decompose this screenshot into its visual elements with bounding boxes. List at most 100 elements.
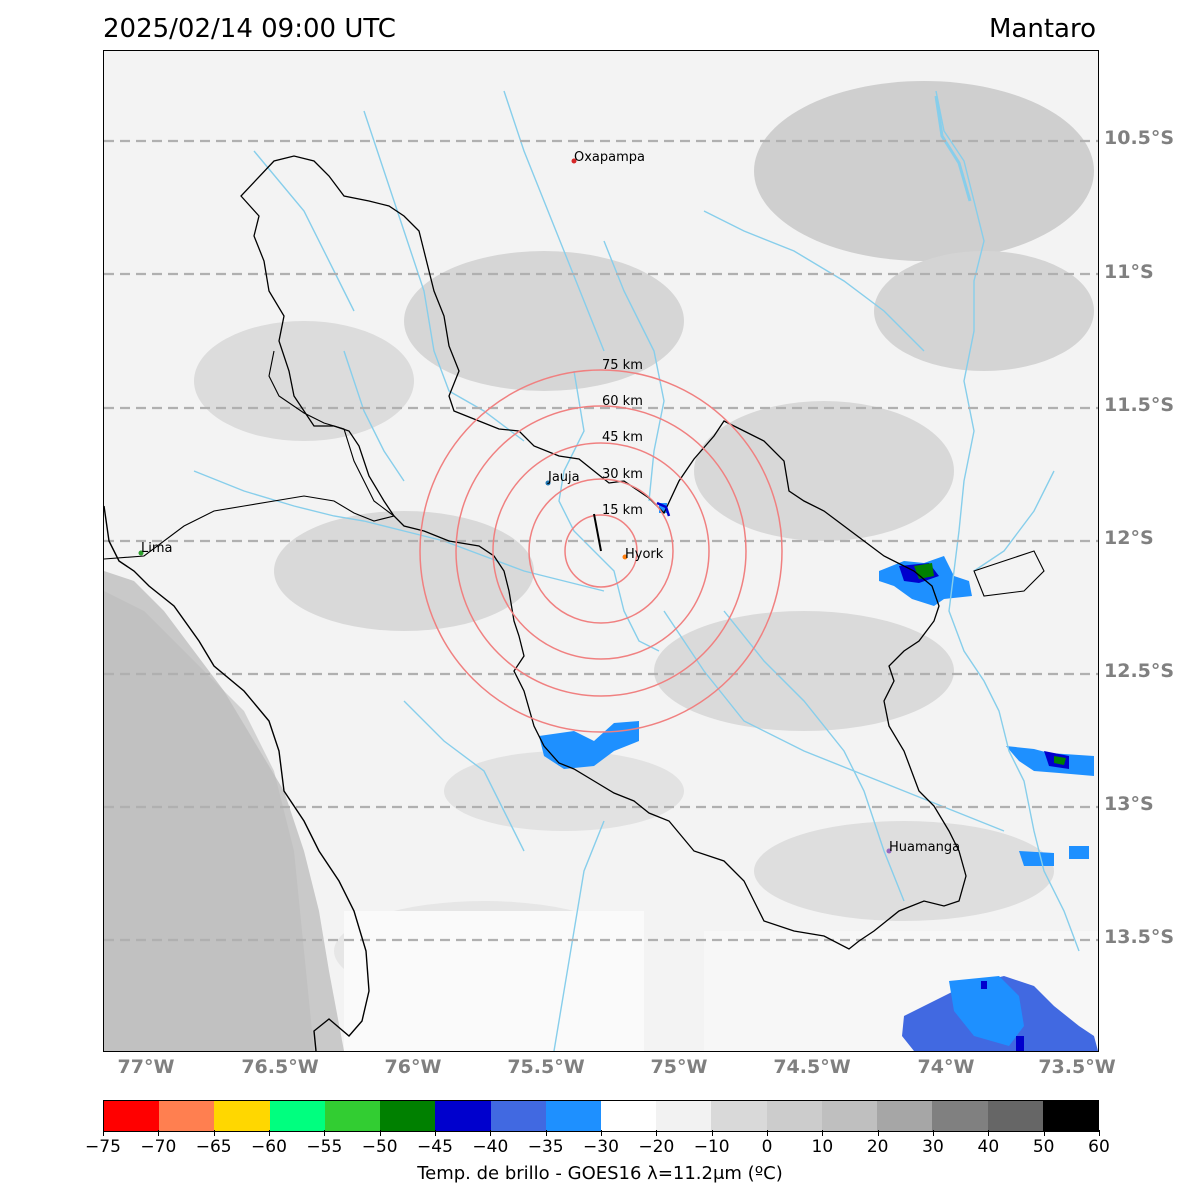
lat-label-10-5: 10.5°S — [1104, 127, 1175, 149]
colorbar-swatch — [711, 1101, 767, 1131]
colorbar-swatch — [766, 1101, 822, 1131]
colorbar-tick-mark — [877, 1130, 879, 1136]
colorbar-tick-mark — [545, 1130, 547, 1136]
lon-label-76: 76°W — [384, 1056, 442, 1078]
lon-label-75: 75°W — [650, 1056, 708, 1078]
ring-label-60: 60 km — [602, 394, 643, 409]
colorbar-tick-label: −30 — [583, 1137, 619, 1157]
basin-title: Mantaro — [989, 14, 1096, 44]
city-marker-huamanga — [886, 848, 892, 854]
coastline — [104, 505, 370, 1051]
lon-label-77: 77°W — [117, 1056, 175, 1078]
ring-label-15: 15 km — [602, 503, 643, 518]
colorbar-swatch — [1042, 1101, 1098, 1131]
city-label-lima: Lima — [141, 541, 172, 556]
colorbar-tick-mark — [324, 1130, 326, 1136]
ring-label-75: 75 km — [602, 358, 643, 373]
colorbar-tick-label: 40 — [977, 1137, 1000, 1157]
colorbar-tick-label: 30 — [922, 1137, 944, 1157]
colorbar-tick-mark — [822, 1130, 824, 1136]
colorbar-tick-label: −35 — [527, 1137, 564, 1157]
lon-label-73-5: 73.5°W — [1038, 1056, 1116, 1078]
city-label-oxapampa: Oxapampa — [574, 150, 645, 165]
jet-marker — [656, 501, 671, 517]
colorbar-tick-label: −50 — [361, 1137, 398, 1157]
colorbar-tick-mark — [269, 1130, 270, 1136]
city-marker-jauja — [545, 480, 551, 486]
lon-label-76-5: 76.5°W — [241, 1056, 319, 1078]
lon-label-75-5: 75.5°W — [507, 1056, 585, 1078]
colorbar-swatch — [656, 1101, 712, 1131]
datetime-title: 2025/02/14 09:00 UTC — [103, 14, 396, 44]
satellite-map: 15 km 30 km 45 km 60 km 75 km Oxapampa J… — [103, 50, 1099, 1052]
colorbar-tick-mark — [656, 1130, 658, 1136]
lat-label-11-5: 11.5°S — [1104, 394, 1175, 416]
ring-label-45: 45 km — [602, 430, 643, 445]
colorbar-swatch — [324, 1101, 381, 1131]
lat-label-12-5: 12.5°S — [1104, 660, 1175, 682]
colorbar-tick-mark — [103, 1130, 104, 1136]
colorbar-swatch — [932, 1101, 988, 1131]
colorbar-tick-mark — [767, 1130, 768, 1136]
lon-label-74: 74°W — [917, 1056, 975, 1078]
colorbar-tick-mark — [1043, 1130, 1045, 1136]
colorbar-swatch — [380, 1101, 436, 1131]
city-label-hyork: Hyork — [625, 547, 664, 562]
colorbar-tick-label: −60 — [251, 1137, 287, 1157]
city-label-jauja: Jauja — [547, 470, 580, 485]
colorbar-tick-label: −55 — [306, 1137, 343, 1157]
convective-cells — [539, 503, 1098, 1051]
city-marker-hyork — [622, 554, 628, 560]
department-boundary-2 — [973, 550, 1045, 597]
colorbar-tick-mark — [490, 1130, 492, 1136]
lon-label-74-5: 74.5°W — [773, 1056, 851, 1078]
colorbar-swatch — [435, 1101, 491, 1131]
colorbar-swatch — [600, 1101, 657, 1131]
colorbar-tick-label: −45 — [417, 1137, 453, 1157]
colorbar-swatch — [214, 1101, 270, 1131]
colorbar-tick-mark — [158, 1130, 160, 1136]
colorbar-tick-mark — [601, 1130, 602, 1136]
ring-label-30: 30 km — [602, 467, 643, 482]
lat-label-12: 12°S — [1104, 527, 1154, 549]
colorbar-tick-label: −65 — [195, 1137, 232, 1157]
city-marker-lima — [138, 550, 144, 556]
colorbar-tick-label: 20 — [866, 1137, 889, 1157]
colorbar — [103, 1100, 1099, 1132]
colorbar-swatch — [490, 1101, 546, 1131]
city-markers: Oxapampa Jauja Hyork Lima Huamanga — [138, 150, 960, 855]
colorbar-tick-mark — [933, 1130, 934, 1136]
colorbar-tick-label: 10 — [811, 1137, 834, 1157]
colorbar-tick-label: −20 — [638, 1137, 675, 1157]
colorbar-tick-label: 60 — [1088, 1137, 1110, 1157]
colorbar-tick-label: −75 — [85, 1137, 121, 1157]
latitude-gridlines — [104, 139, 1098, 942]
colorbar-tick-label: 50 — [1032, 1137, 1055, 1157]
colorbar-swatch — [159, 1101, 215, 1131]
lat-label-13-5: 13.5°S — [1104, 926, 1175, 948]
colorbar-tick-mark — [988, 1130, 990, 1136]
colorbar-tick-label: 0 — [761, 1137, 773, 1157]
colorbar-tick-mark — [1099, 1130, 1100, 1136]
colorbar-title: Temp. de brillo - GOES16 λ=11.2μm (ºC) — [417, 1163, 783, 1184]
lat-label-11: 11°S — [1104, 261, 1154, 283]
brightness-temperature-field — [104, 51, 1098, 1051]
colorbar-tick-mark — [711, 1130, 713, 1136]
colorbar-tick-mark — [379, 1130, 381, 1136]
colorbar-tick-label: −40 — [472, 1137, 509, 1157]
colorbar-tick-mark — [213, 1130, 215, 1136]
range-rings — [419, 369, 783, 733]
colorbar-tick-mark — [435, 1130, 436, 1136]
colorbar-tick-label: −10 — [693, 1137, 730, 1157]
colorbar-tick-label: −70 — [140, 1137, 177, 1157]
ring-labels: 15 km 30 km 45 km 60 km 75 km — [602, 358, 643, 518]
colorbar-swatch — [987, 1101, 1043, 1131]
basin-boundary — [240, 155, 967, 950]
colorbar-swatch — [104, 1101, 160, 1131]
city-label-huamanga: Huamanga — [889, 840, 960, 855]
department-boundary — [104, 350, 396, 560]
colorbar-swatch — [877, 1101, 933, 1131]
colorbar-swatch — [821, 1101, 878, 1131]
colorbar-swatch — [269, 1101, 325, 1131]
colorbar-swatch — [545, 1101, 601, 1131]
